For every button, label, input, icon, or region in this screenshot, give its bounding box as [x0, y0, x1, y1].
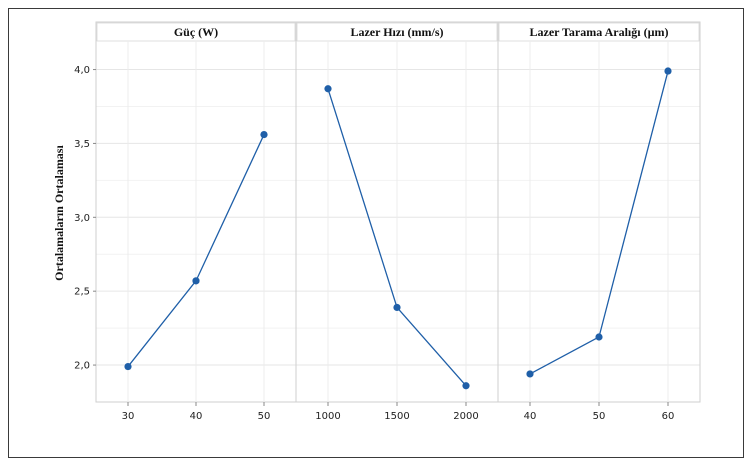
y-axis-label: Ortalamaların Ortalaması: [52, 145, 66, 281]
data-point: [260, 130, 268, 139]
y-tick-label: 2,0: [74, 361, 90, 372]
y-axis: 2,0 2,5 3,0 3,5 4,0: [74, 65, 96, 372]
panel-3: Lazer Tarama Aralığı (µm) 40 50 60: [497, 21, 701, 422]
x-tick-label: 50: [258, 411, 271, 422]
x-tick-label: 1500: [384, 411, 409, 422]
panel-2: Lazer Hızı (mm/s) 1000 1500 2000: [295, 21, 499, 422]
x-tick-label: 60: [662, 411, 675, 422]
y-tick-label: 3,5: [74, 139, 90, 150]
panels-layer: Güç (W) 30 40 50 Lazer Hızı (mm/s) 1000 1500 20…: [95, 21, 701, 422]
y-tick-label: 3,0: [74, 213, 90, 224]
x-tick-label: 50: [593, 411, 606, 422]
panel-title: Lazer Hızı (mm/s): [350, 25, 443, 39]
data-point: [462, 382, 470, 390]
panel-1: Güç (W) 30 40 50: [95, 21, 297, 422]
chart-frame: [8, 8, 744, 458]
data-point: [393, 303, 401, 312]
x-tick-label: 40: [190, 411, 203, 422]
data-point: [595, 333, 603, 341]
data-point: [192, 277, 200, 285]
data-point: [664, 67, 672, 75]
panel-title: Güç (W): [174, 25, 218, 39]
x-tick-label: 30: [122, 411, 135, 422]
y-tick-label: 2,5: [74, 287, 90, 298]
x-tick-label: 1000: [315, 411, 340, 422]
panel-title: Lazer Tarama Aralığı (µm): [529, 25, 668, 39]
x-tick-label: 40: [524, 411, 537, 422]
x-tick-label: 2000: [453, 411, 478, 422]
data-point: [124, 362, 132, 371]
grid-layer: [96, 69, 700, 366]
y-tick-label: 4,0: [74, 65, 90, 76]
data-point: [324, 85, 332, 93]
data-point: [526, 370, 534, 378]
